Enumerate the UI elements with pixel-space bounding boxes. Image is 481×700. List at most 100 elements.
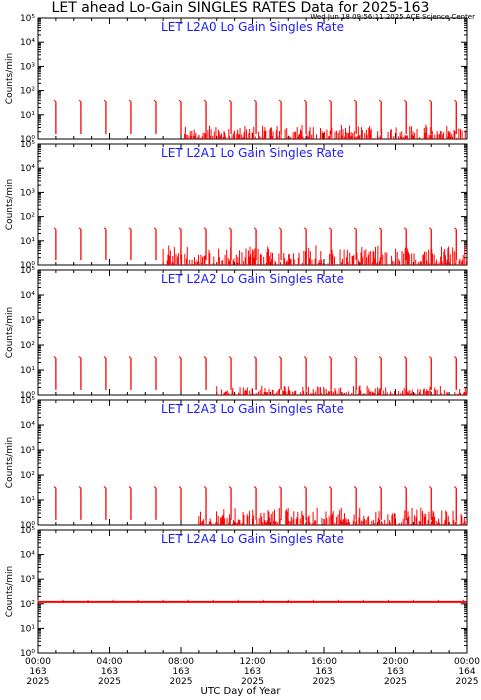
panel-frame [37,529,468,654]
data-spike-cap [178,227,182,230]
x-tick-day: 164 [458,667,475,677]
data-spike-cap [453,99,457,103]
y-tick-label: 10¹ [20,111,35,121]
y-tick-label: 10³ [20,575,35,585]
y-tick-label: 10⁵ [20,396,35,406]
data-spike-cap [78,486,82,489]
data-spike-cap [228,486,232,489]
data-spike-cap [178,486,182,489]
data-spike-cap [53,227,57,230]
y-tick-label: 10⁵ [20,266,35,276]
x-tick-year: 2025 [98,677,121,687]
x-axis-label: UTC Day of Year [200,686,281,697]
data-spike-cap [53,356,57,359]
x-tick-year: 2025 [456,677,479,687]
data-spike-cap [403,486,407,489]
x-tick-year: 2025 [313,677,336,687]
data-spike-cap [128,227,132,230]
y-axis-label: Counts/min [5,53,15,104]
data-spike-cap [428,356,432,359]
data-spike-cap [178,99,182,103]
data-spike-cap [228,227,232,230]
data-spike-cap [328,99,332,103]
x-tick-year: 2025 [241,677,264,687]
data-spike-cap [278,486,282,489]
x-tick-time: 00:00 [454,657,480,667]
data-spike-cap [103,227,107,230]
x-tick-year: 2025 [27,677,50,687]
x-tick-year: 2025 [170,677,193,687]
y-axis-label: Counts/min [5,307,15,358]
data-spike-cap [78,356,82,359]
y-tick-label: 10⁰ [20,135,35,145]
x-tick-time: 08:00 [168,657,194,667]
panel-title: LET L2A4 Lo Gain Singles Rate [161,532,344,546]
data-spike-cap [403,227,407,230]
data-spike-cap [353,356,357,359]
data-spike-cap [203,356,207,359]
data-spike-cap [253,356,257,359]
data-spike-cap [378,227,382,230]
data-spike-cap [103,356,107,359]
y-tick-label: 10² [20,471,35,481]
data-spike-cap [378,356,382,359]
x-tick-time: 04:00 [97,657,123,667]
data-spike-cap [403,99,407,103]
y-tick-label: 10³ [20,188,35,198]
y-axis-label: Counts/min [5,437,15,488]
panel-title: LET L2A0 Lo Gain Singles Rate [161,20,344,34]
panel-frame [37,17,468,140]
x-tick-day: 163 [101,667,118,677]
y-tick-label: 10⁴ [20,291,35,301]
data-spike-cap [153,486,157,489]
data-spike-cap [128,356,132,359]
data-spike-cap [78,99,82,103]
panel-title: LET L2A1 Lo Gain Singles Rate [161,146,344,160]
data-spike-cap [378,99,382,103]
x-tick-day: 163 [29,667,46,677]
y-tick-label: 10⁵ [20,14,35,24]
y-tick-label: 10¹ [20,366,35,376]
panel-frame [37,399,468,526]
data-spike-cap [103,99,107,103]
y-tick-label: 10⁵ [20,140,35,150]
y-tick-label: 10⁰ [20,261,35,271]
data-spike-cap [303,99,307,103]
data-spike-cap [203,99,207,103]
x-tick-time: 16:00 [311,657,337,667]
data-spike-cap [78,227,82,230]
data-spike-cap [278,99,282,103]
data-spike-cap [453,356,457,359]
data-spike-cap [453,486,457,489]
panel-frame [37,143,468,266]
panel-title: LET L2A3 Lo Gain Singles Rate [161,402,344,416]
data-spike-cap [453,227,457,230]
data-spike-cap [353,227,357,230]
y-tick-label: 10¹ [20,496,35,506]
data-spike-cap [328,227,332,230]
y-tick-label: 10² [20,87,35,97]
data-spike-cap [303,356,307,359]
y-tick-label: 10³ [20,62,35,72]
data-spike-cap [228,356,232,359]
data-spike-cap [303,486,307,489]
x-tick-year: 2025 [384,677,407,687]
data-spike-cap [203,227,207,230]
x-tick-day: 163 [387,667,404,677]
data-spike-cap [353,486,357,489]
data-spike-cap [328,486,332,489]
chart-main-title: LET ahead Lo-Gain SINGLES RATES Data for… [51,0,430,16]
y-tick-label: 10¹ [20,237,35,247]
y-tick-label: 10⁰ [20,521,35,531]
data-spike-cap [303,227,307,230]
data-spike-cap [428,99,432,103]
data-spike-cap [128,486,132,489]
data-spike-cap [153,356,157,359]
y-tick-label: 10³ [20,316,35,326]
y-axis-label: Counts/min [5,179,15,230]
y-tick-label: 10⁴ [20,421,35,431]
y-tick-label: 10⁰ [20,649,35,659]
y-tick-label: 10⁰ [20,391,35,401]
y-tick-label: 10² [20,341,35,351]
